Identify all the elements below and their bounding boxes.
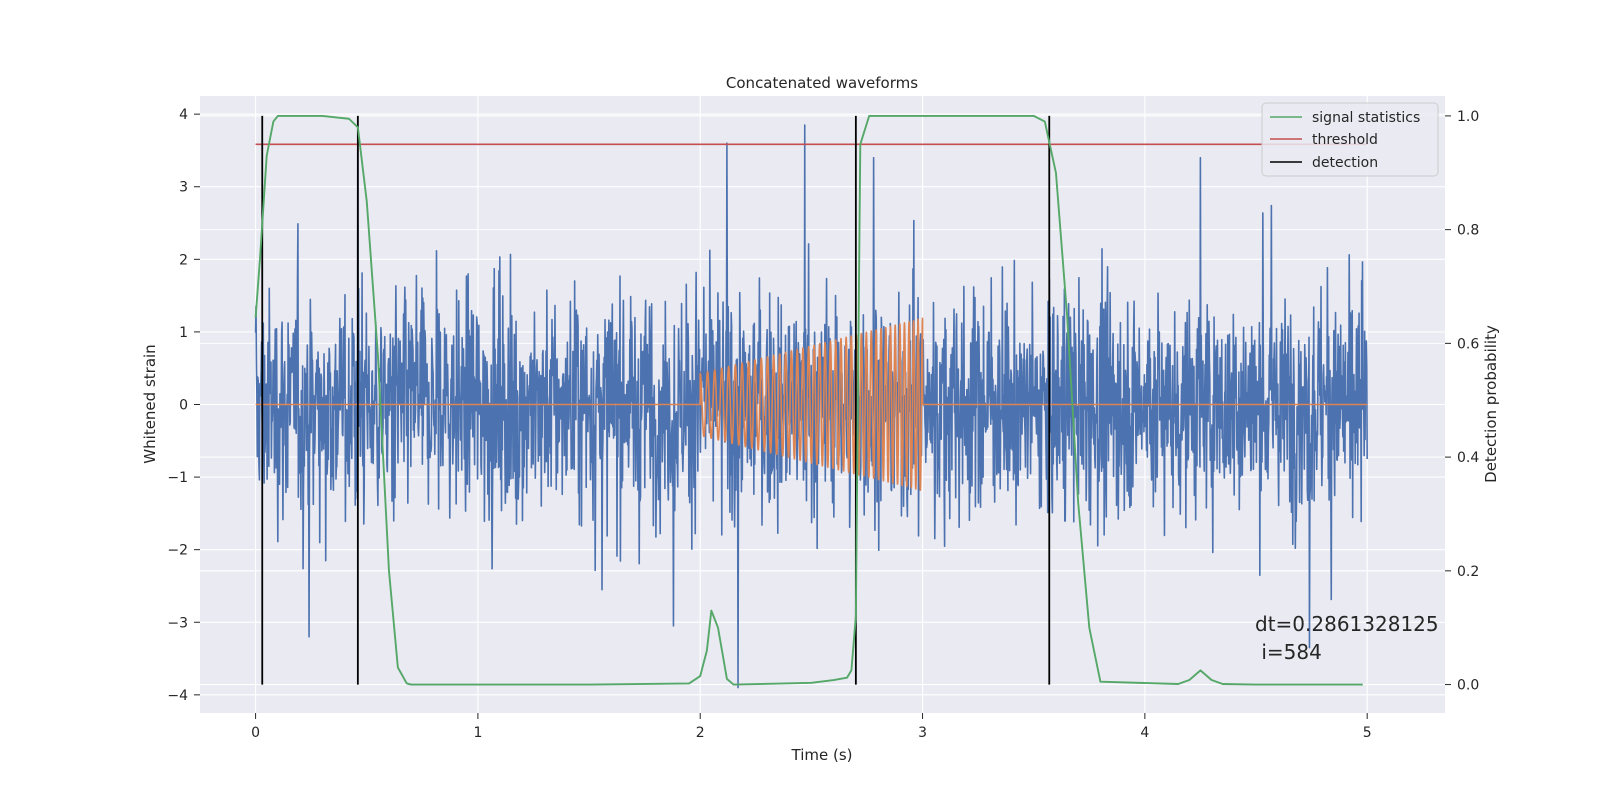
legend: signal statistics threshold detection [1261,102,1439,177]
annotation-dt: dt=0.2861328125 [1255,612,1439,636]
x-tick-label: 0 [251,725,260,741]
y-tick-label: −4 [167,688,188,704]
ticks: 0 1 2 3 4 5 −4 −3 −2 −1 0 1 2 3 4 0.0 0.2 0.4 0.6 0.8 1.0 [167,107,1479,741]
annotation-i: i=584 [1255,640,1322,664]
y-tick-label: −3 [167,615,188,631]
y-tick-label: −1 [167,470,188,486]
injection-series [255,317,1368,491]
y-tick-label: 3 [179,180,188,196]
y-right-tick-label: 0.2 [1457,564,1479,580]
y-right-tick-label: 0.4 [1457,450,1479,466]
x-axis-label: Time (s) [791,746,853,764]
legend-label-detection: detection [1312,155,1378,171]
y-tick-label: 1 [179,325,188,341]
y-axis-label: Whitened strain [141,344,159,463]
injection-line [255,317,1368,491]
x-tick-label: 5 [1363,725,1372,741]
x-tick-label: 3 [918,725,927,741]
y-right-tick-label: 0.8 [1457,223,1479,239]
y-right-axis-label: Detection probability [1482,325,1500,483]
y-right-tick-label: 0.0 [1457,678,1479,694]
y-tick-label: 4 [179,107,188,123]
x-tick-label: 4 [1140,725,1149,741]
y-tick-label: −2 [167,543,188,559]
legend-label-signal-statistics: signal statistics [1312,110,1420,126]
x-tick-label: 2 [696,725,705,741]
detection-overlay [254,114,1368,686]
y-right-tick-label: 0.6 [1457,336,1479,352]
y-tick-label: 0 [179,398,188,414]
legend-label-threshold: threshold [1312,132,1378,148]
y-right-tick-label: 1.0 [1457,109,1479,125]
x-tick-label: 1 [473,725,482,741]
legend-box [1261,102,1439,177]
signal-statistics-line [254,114,1363,686]
chart-title: Concatenated waveforms [726,74,918,92]
y-tick-label: 2 [179,252,188,268]
